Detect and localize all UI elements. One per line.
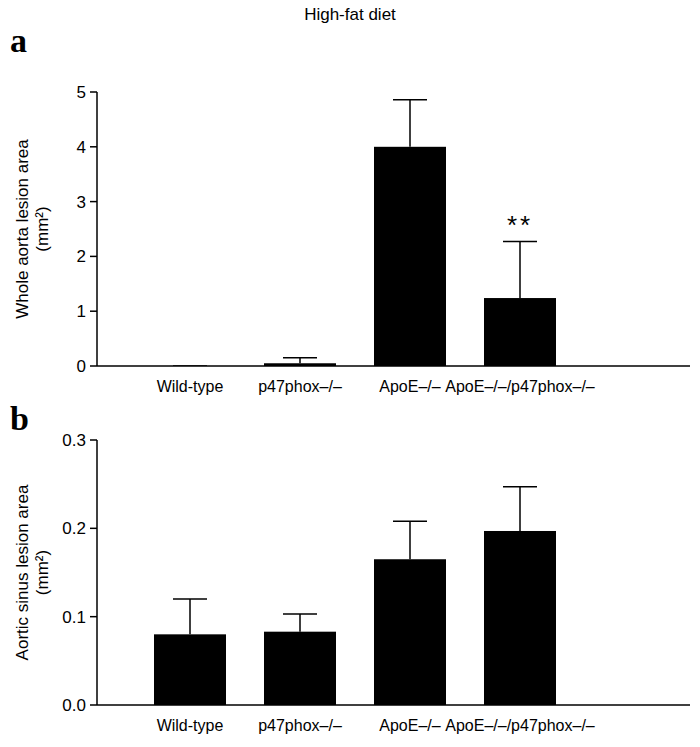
y-tick-label: 1: [77, 302, 86, 321]
error-cap: [283, 613, 317, 615]
error-cap: [503, 241, 537, 243]
error-bar: [409, 100, 411, 147]
y-tick: [90, 256, 97, 258]
error-bar: [519, 487, 521, 531]
y-tick: [90, 310, 97, 312]
x-tick-label: ApoE–/–: [379, 378, 440, 395]
x-tick-label: p47phox–/–: [258, 378, 342, 395]
y-tick-label: 4: [77, 138, 86, 157]
bar: [154, 634, 226, 705]
y-tick: [90, 91, 97, 93]
x-tick-label: ApoE–/–/p47phox–/–: [445, 378, 595, 395]
figure: High-fat dietaWhole aorta lesion area(mm…: [0, 0, 700, 747]
y-axis-label-line: Whole aorta lesion area: [13, 139, 32, 319]
y-tick-label: 0: [77, 357, 86, 376]
y-tick: [90, 704, 97, 706]
error-cap: [503, 486, 537, 488]
x-tick-label: p47phox–/–: [258, 717, 342, 734]
y-axis: [96, 92, 98, 366]
y-tick: [90, 616, 97, 618]
y-axis-label: Aortic sinus lesion area(mm²): [13, 484, 52, 660]
error-cap: [393, 99, 427, 101]
error-bar: [299, 358, 301, 363]
error-cap: [393, 521, 427, 523]
panel-label: a: [10, 22, 27, 59]
y-tick: [90, 365, 97, 367]
bar: [264, 632, 336, 705]
bars: [154, 487, 556, 705]
error-bar: [189, 599, 191, 634]
y-tick-label: 2: [77, 247, 86, 266]
y-axis-label-line: Aortic sinus lesion area: [13, 484, 32, 660]
y-tick: [90, 528, 97, 530]
error-cap: [283, 357, 317, 359]
x-axis: [97, 365, 690, 367]
bar: [484, 531, 556, 705]
bar: [374, 559, 446, 705]
y-axis-label: Whole aorta lesion area(mm²): [13, 139, 52, 319]
error-bar: [409, 521, 411, 559]
error-bar: [299, 614, 301, 632]
figure-title: High-fat diet: [304, 5, 396, 24]
error-bar: [519, 242, 521, 298]
y-tick-label: 0.2: [62, 519, 86, 538]
y-tick-label: 3: [77, 193, 86, 212]
bars: [173, 100, 556, 366]
y-tick-label: 0.1: [62, 608, 86, 627]
y-tick-label: 0.3: [62, 431, 86, 450]
x-axis: [97, 704, 690, 706]
significance: **: [507, 210, 533, 240]
y-tick: [90, 146, 97, 148]
panel: a Whole aorta lesion area(mm²) 0 1 2 3 4 5 ** Wil…: [10, 22, 690, 395]
y-tick-label: 5: [77, 83, 86, 102]
bar: [484, 298, 556, 366]
panel-label: b: [10, 400, 29, 437]
x-tick-label: Wild-type: [157, 378, 224, 395]
panel: b Aortic sinus lesion area(mm²) 0.0 0.1 0.2 0…: [10, 400, 690, 734]
x-tick-label: Wild-type: [157, 717, 224, 734]
y-axis: [96, 440, 98, 705]
bar: [374, 147, 446, 366]
y-axis-label-line: (mm²): [33, 206, 52, 251]
y-tick: [90, 439, 97, 441]
y-tick: [90, 201, 97, 203]
x-tick-label: ApoE–/–/p47phox–/–: [445, 717, 595, 734]
y-tick-label: 0.0: [62, 696, 86, 715]
x-tick-label: ApoE–/–: [379, 717, 440, 734]
y-axis-label-line: (mm²): [33, 550, 52, 595]
error-cap: [173, 598, 207, 600]
